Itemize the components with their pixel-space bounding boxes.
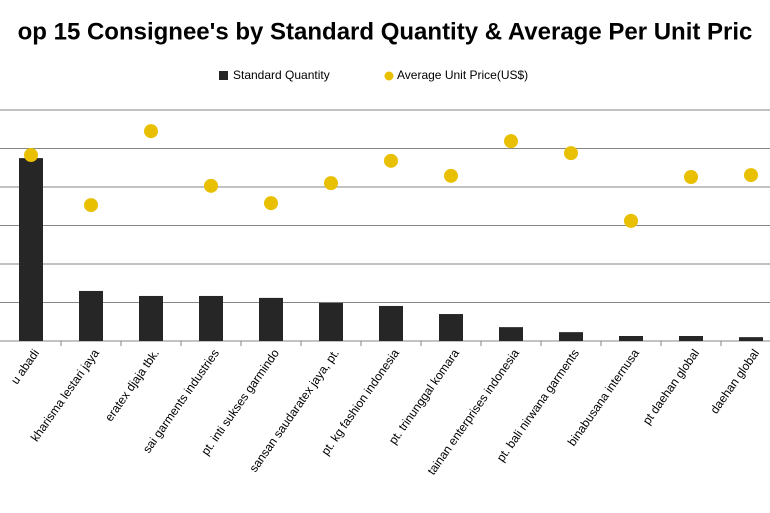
bar: [79, 290, 103, 341]
bar: [379, 305, 403, 341]
bar: [559, 332, 583, 341]
bar: [619, 335, 643, 341]
x-tick-group: eratex djaja tbk.: [102, 347, 162, 424]
legend-swatch: [219, 71, 228, 80]
x-tick-label: daehan global: [707, 347, 762, 417]
bar: [19, 158, 43, 341]
x-tick-group: kharisma lestari jaya: [28, 346, 102, 444]
bar: [439, 314, 463, 341]
dot: [384, 153, 398, 168]
bar: [739, 337, 763, 341]
bar: [319, 302, 343, 341]
x-tick-group: u abadi: [8, 347, 42, 387]
bar: [259, 297, 283, 341]
legend-label: Standard Quantity: [233, 68, 330, 82]
dot: [264, 196, 278, 211]
dot: [684, 169, 698, 184]
bar: [679, 335, 703, 341]
dot: [24, 148, 38, 163]
x-tick-group: daehan global: [707, 347, 762, 417]
x-tick-label: eratex djaja tbk.: [102, 347, 162, 424]
dot: [744, 168, 758, 183]
bar: [199, 295, 223, 341]
dot: [504, 134, 518, 149]
x-tick-label: u abadi: [8, 347, 42, 387]
dot: [324, 176, 338, 191]
x-tick-label: kharisma lestari jaya: [28, 346, 102, 444]
legend-label: Average Unit Price(US$): [397, 68, 528, 82]
legend-swatch: [384, 71, 394, 81]
x-tick-group: pt daehan global: [640, 347, 702, 428]
bar: [499, 327, 523, 341]
x-tick-label: pt daehan global: [640, 347, 702, 428]
dot: [624, 213, 638, 228]
dot: [144, 124, 158, 139]
dot: [564, 146, 578, 161]
dot: [204, 178, 218, 193]
chart-title: op 15 Consignee's by Standard Quantity &…: [18, 18, 753, 45]
bar: [139, 295, 163, 341]
dot: [84, 198, 98, 213]
dot: [444, 168, 458, 183]
